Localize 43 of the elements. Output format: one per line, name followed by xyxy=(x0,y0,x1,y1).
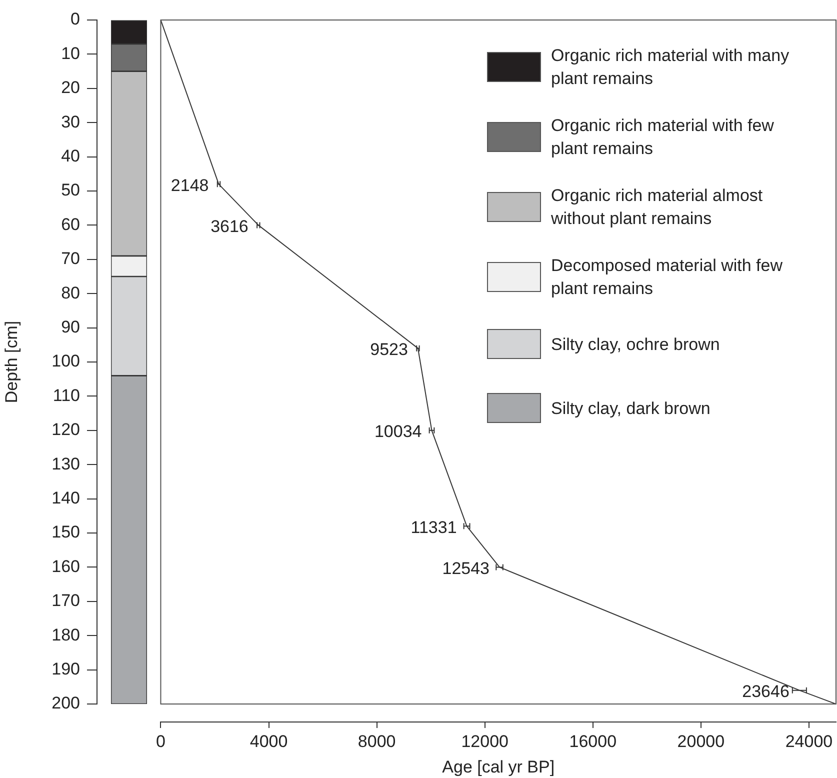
x-tick-label: 12000 xyxy=(461,732,508,751)
annotation: 12543 xyxy=(442,558,490,578)
y-tick-label: 170 xyxy=(52,591,80,610)
y-tick-label: 200 xyxy=(52,694,80,713)
y-tick-label: 10 xyxy=(61,44,80,63)
y-tick-label: 90 xyxy=(61,317,80,336)
x-tick-label: 16000 xyxy=(569,732,617,751)
annotation: 23646 xyxy=(742,682,790,702)
x-tick-label: 4000 xyxy=(250,732,288,751)
y-tick-label: 80 xyxy=(61,283,80,302)
legend-label: Organic rich material with few plant remains xyxy=(551,115,775,160)
legend-label: Organic rich material almost without plant remains xyxy=(551,185,764,230)
y-tick-label: 190 xyxy=(52,659,80,678)
y-tick-label: 150 xyxy=(52,522,80,542)
legend-label: Silty clay, ochre brown xyxy=(551,334,721,356)
x-axis-title: Age [cal yr BP] xyxy=(442,757,555,776)
annotation: 11331 xyxy=(410,518,457,537)
y-tick-label: 140 xyxy=(52,488,80,508)
y-tick-label: 70 xyxy=(61,249,80,268)
x-tick-label: 8000 xyxy=(358,732,396,751)
y-tick-label: 40 xyxy=(61,146,80,166)
x-tick-label: 20000 xyxy=(677,732,725,751)
y-tick-label: 20 xyxy=(61,78,80,98)
annotation: 3616 xyxy=(210,216,248,236)
annotation: 10034 xyxy=(374,422,422,442)
x-tick-label: 0 xyxy=(156,732,166,751)
y-tick-label: 50 xyxy=(61,180,80,200)
x-tick-label: 24000 xyxy=(785,732,833,751)
y-tick-label: 100 xyxy=(52,352,80,371)
y-tick-label: 130 xyxy=(52,454,80,474)
y-tick-label: 60 xyxy=(61,214,80,234)
legend-label: Organic rich material with many plant remains xyxy=(551,45,790,90)
y-tick-label: 160 xyxy=(52,556,80,576)
annotation: 2148 xyxy=(170,176,209,195)
y-tick-label: 110 xyxy=(52,386,80,405)
annotation: 9523 xyxy=(370,340,408,360)
legend-label: Decomposed material with few plant remains xyxy=(551,255,784,300)
y-tick-label: 120 xyxy=(52,420,80,440)
y-tick-label: 30 xyxy=(61,112,80,132)
text: Silty clay, dark brown xyxy=(551,398,712,420)
y-axis-title: Depth [cm] xyxy=(2,320,21,404)
y-tick-label: 0 xyxy=(70,10,80,29)
y-tick-label: 180 xyxy=(52,625,80,644)
